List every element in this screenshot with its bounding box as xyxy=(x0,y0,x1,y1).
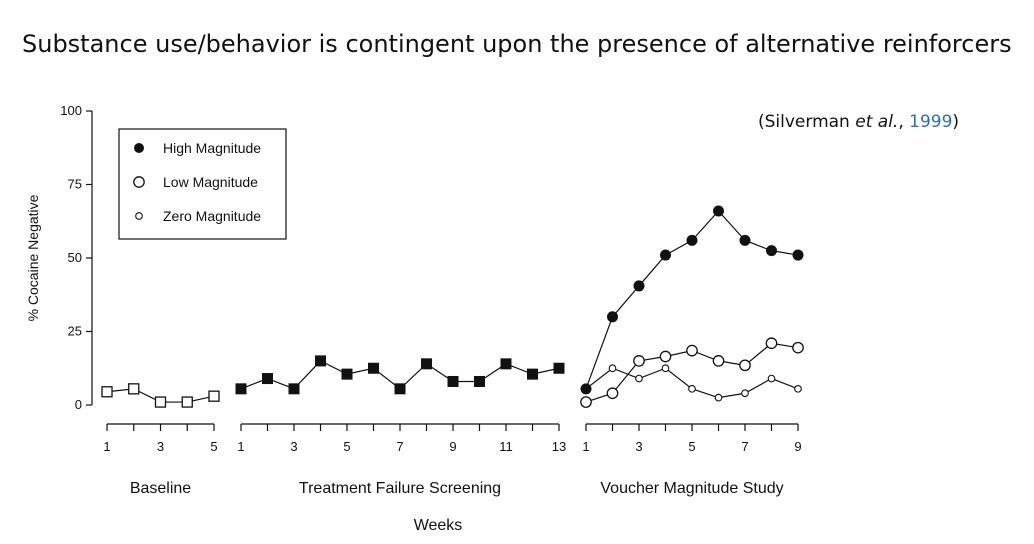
legend-marker xyxy=(134,143,144,153)
data-point xyxy=(235,383,247,395)
data-point xyxy=(686,234,698,246)
data-point xyxy=(660,249,671,261)
data-point xyxy=(635,374,643,383)
data-point xyxy=(315,355,326,367)
data-point xyxy=(739,234,751,246)
x-tick-label: 3 xyxy=(635,439,642,454)
data-point xyxy=(262,373,273,385)
y-tick-label: 50 xyxy=(68,250,82,265)
x-tick-label: 7 xyxy=(396,439,403,454)
data-point xyxy=(794,384,802,393)
data-point xyxy=(766,245,777,257)
series-layer xyxy=(101,205,804,408)
x-tick-label: 7 xyxy=(741,439,748,454)
data-point xyxy=(607,311,618,323)
data-point xyxy=(792,341,804,354)
data-point xyxy=(154,396,167,408)
data-point xyxy=(765,337,778,350)
legend-entry-label: Low Magnitude xyxy=(163,174,258,190)
citation-suffix: ) xyxy=(952,112,960,132)
citation-sep: , xyxy=(898,112,910,132)
x-tick-label: 5 xyxy=(343,439,350,454)
legend: High Magnitude Low Magnitude Zero Magnitud… xyxy=(118,128,287,240)
data-point xyxy=(741,389,749,398)
data-point xyxy=(712,355,725,367)
data-point xyxy=(421,358,432,370)
data-point xyxy=(553,362,565,374)
y-tick-label: 100 xyxy=(60,103,82,118)
citation-year-link[interactable]: 1999 xyxy=(909,112,953,132)
data-point xyxy=(659,350,672,363)
x-tick-label: 11 xyxy=(499,439,513,454)
data-point xyxy=(608,364,617,373)
data-point xyxy=(500,358,512,370)
data-point xyxy=(633,355,645,367)
data-point xyxy=(474,375,485,387)
legend-entry-label: High Magnitude xyxy=(163,140,261,156)
y-tick-label: 75 xyxy=(68,177,82,192)
data-point xyxy=(606,387,619,400)
y-axis-label: % Cocaine Negative xyxy=(25,194,41,321)
x-tick-label: 1 xyxy=(237,439,244,454)
data-point xyxy=(341,368,353,380)
data-point xyxy=(792,249,804,261)
legend-marker xyxy=(135,212,143,220)
x-tick-label: 9 xyxy=(794,439,801,454)
data-point xyxy=(688,384,696,393)
x-tick-label: 9 xyxy=(449,439,456,454)
data-point xyxy=(767,374,776,383)
data-point xyxy=(633,280,645,292)
data-point xyxy=(368,362,379,374)
panel-label: Treatment Failure Screening xyxy=(299,480,501,497)
panel-label: Baseline xyxy=(130,480,191,497)
data-point xyxy=(394,383,406,395)
x-tick-label: 1 xyxy=(103,439,110,454)
x-axis-label: Weeks xyxy=(414,517,463,534)
x-tick-label: 1 xyxy=(582,439,589,454)
data-point xyxy=(661,364,670,373)
x-tick-label: 13 xyxy=(552,439,566,454)
y-tick-label: 25 xyxy=(68,324,82,339)
legend-marker xyxy=(133,176,145,188)
data-point xyxy=(288,383,300,395)
panel-label: Voucher Magnitude Study xyxy=(600,480,783,497)
data-point xyxy=(713,205,724,217)
data-point xyxy=(128,383,140,395)
data-point xyxy=(527,368,538,380)
data-point xyxy=(447,375,459,387)
data-point xyxy=(101,386,113,398)
data-point xyxy=(208,390,220,402)
x-tick-label: 5 xyxy=(210,439,217,454)
data-point xyxy=(580,396,592,408)
y-tick-label: 0 xyxy=(75,397,82,412)
data-point xyxy=(181,396,193,408)
legend-box xyxy=(118,128,287,240)
citation: (Silverman et al., 1999) xyxy=(758,112,959,132)
data-point xyxy=(739,359,751,372)
slide-title: Substance use/behavior is contingent upo… xyxy=(22,30,1012,58)
data-point xyxy=(686,344,698,357)
legend-entry-label: Zero Magnitude xyxy=(163,208,261,224)
x-tick-label: 3 xyxy=(157,439,164,454)
data-point xyxy=(580,383,592,395)
citation-etal: et al. xyxy=(855,112,899,132)
data-point xyxy=(714,393,723,402)
y-axis: 0 25 50 75 100 xyxy=(60,103,93,412)
citation-prefix: (Silverman xyxy=(758,112,856,132)
x-tick-label: 5 xyxy=(688,439,695,454)
x-tick-label: 3 xyxy=(290,439,297,454)
